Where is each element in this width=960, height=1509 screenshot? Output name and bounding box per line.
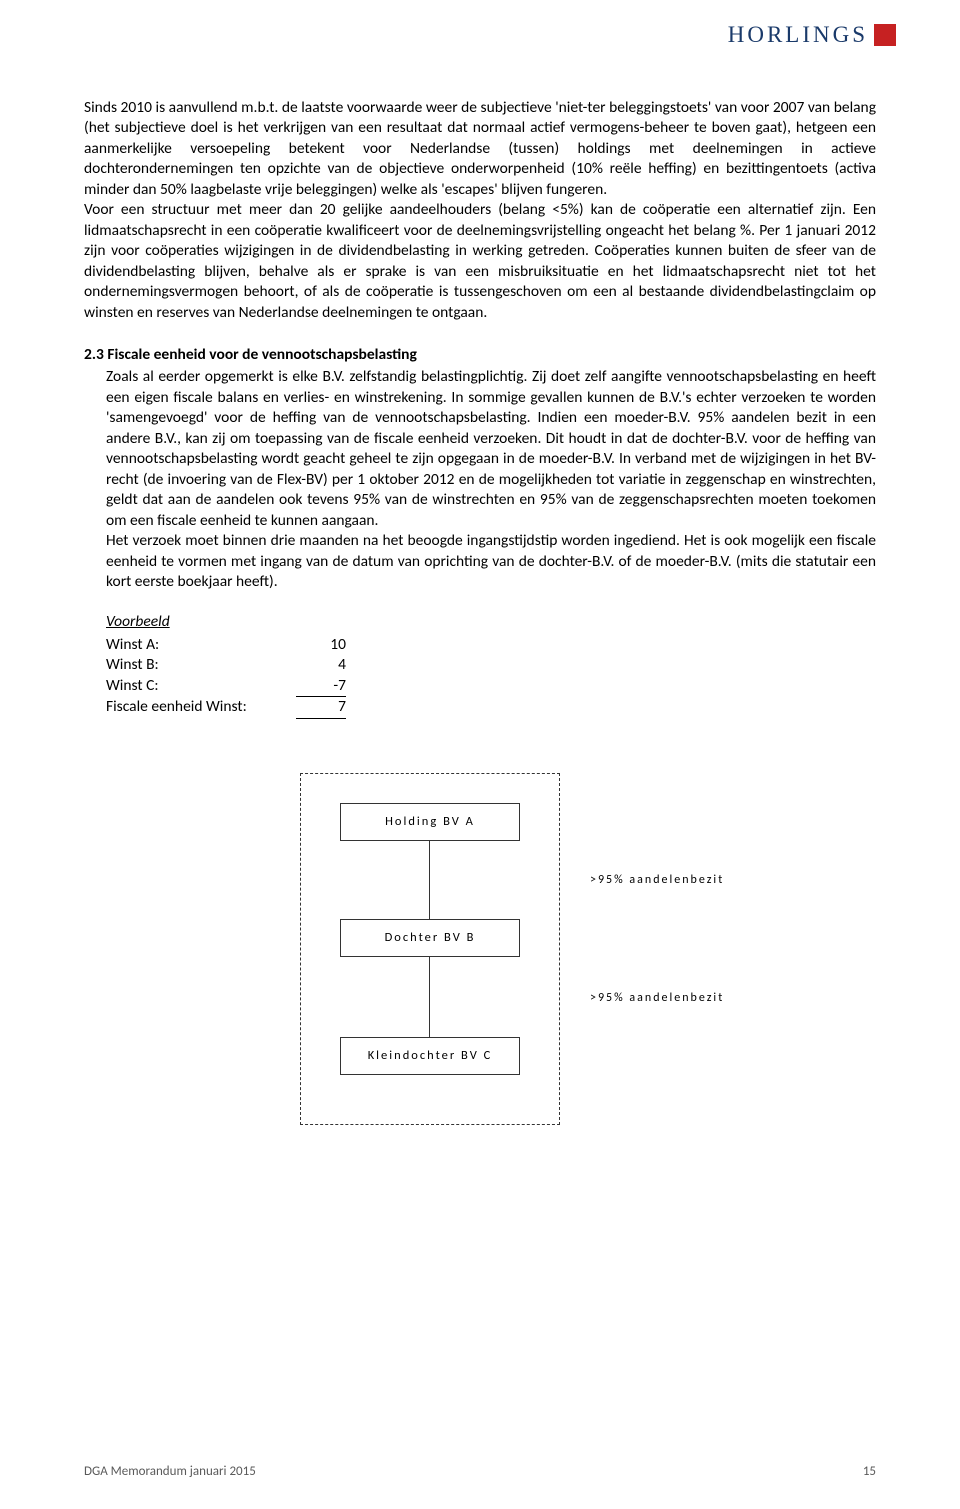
paragraph-1: Sinds 2010 is aanvullend m.b.t. de laats…: [84, 98, 876, 200]
ex-value: 10: [296, 635, 346, 655]
table-row-total: Fiscale eenheid Winst: 7: [106, 697, 346, 718]
paragraph-4: Het verzoek moet binnen drie maanden na …: [106, 531, 876, 592]
footer-left: DGA Memorandum januari 2015: [84, 1464, 256, 1479]
ex-label: Winst A:: [106, 635, 296, 655]
org-diagram: Holding BV A Dochter BV B Kleindochter B…: [220, 773, 740, 1133]
page: HORLINGS Sinds 2010 is aanvullend m.b.t.…: [0, 0, 960, 1509]
brand-logo: HORLINGS: [728, 22, 896, 48]
ex-label: Winst B:: [106, 655, 296, 675]
connector-2: [429, 957, 430, 1037]
ex-total-label: Fiscale eenheid Winst:: [106, 697, 296, 718]
connector-1: [429, 841, 430, 919]
paragraph-2: Voor een structuur met meer dan 20 gelij…: [84, 200, 876, 323]
ex-label: Winst C:: [106, 676, 296, 697]
example-table: Winst A: 10 Winst B: 4 Winst C: -7 Fisca…: [106, 635, 346, 719]
footer-page-number: 15: [863, 1464, 876, 1479]
ex-value: -7: [296, 676, 346, 697]
example-title: Voorbeeld: [106, 612, 876, 632]
table-row: Winst B: 4: [106, 655, 346, 675]
table-row: Winst A: 10: [106, 635, 346, 655]
ex-value: 4: [296, 655, 346, 675]
document-body: Sinds 2010 is aanvullend m.b.t. de laats…: [84, 98, 876, 1133]
brand-text: HORLINGS: [728, 22, 868, 48]
section-2-3-body: Zoals al eerder opgemerkt is elke B.V. z…: [106, 367, 876, 592]
diagram-container: Holding BV A Dochter BV B Kleindochter B…: [84, 773, 876, 1133]
paragraph-3: Zoals al eerder opgemerkt is elke B.V. z…: [106, 367, 876, 531]
ex-total-value: 7: [296, 697, 346, 718]
edge-note-2: >95% aandelenbezit: [590, 991, 724, 1007]
brand-square-icon: [874, 24, 896, 46]
edge-note-1: >95% aandelenbezit: [590, 873, 724, 889]
node-kleindochter: Kleindochter BV C: [340, 1037, 520, 1076]
table-row: Winst C: -7: [106, 676, 346, 697]
node-dochter: Dochter BV B: [340, 919, 520, 958]
heading-2-3: 2.3 Fiscale eenheid voor de vennootschap…: [84, 345, 876, 365]
page-footer: DGA Memorandum januari 2015 15: [84, 1464, 876, 1479]
node-holding: Holding BV A: [340, 803, 520, 842]
example-block: Voorbeeld Winst A: 10 Winst B: 4 Winst C…: [106, 612, 876, 718]
